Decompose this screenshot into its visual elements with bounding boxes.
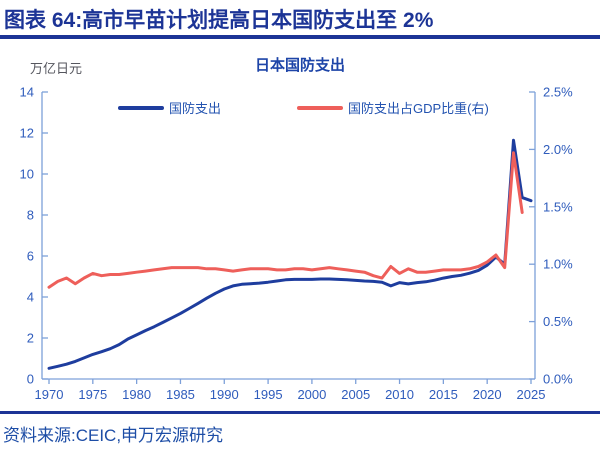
y-left-tick-label: 0 — [27, 372, 34, 387]
title-underline-rule — [0, 35, 600, 39]
source-text: 资料来源:CEIC,申万宏源研究 — [3, 426, 224, 445]
x-tick-label: 1970 — [35, 387, 64, 402]
x-tick-label: 1985 — [166, 387, 195, 402]
series-line-gdp-share — [47, 151, 524, 289]
figure-title: 图表 64:高市早苗计划提高日本国防支出至 2% — [4, 9, 434, 32]
chart-region: 万亿日元 日本国防支出 国防支出 国防支出占GDP比重(右) 0 2 4 6 8 10 12… — [0, 45, 600, 405]
x-tick-label: 2020 — [473, 387, 502, 402]
y-right-tick-label: 2.5% — [543, 85, 573, 100]
legend-item-gdp-share: 国防支出占GDP比重(右) — [297, 98, 489, 117]
x-tick-label: 1990 — [210, 387, 239, 402]
y-left-tick-label: 8 — [27, 208, 34, 223]
x-tick-label: 2015 — [429, 387, 458, 402]
y-left-tick-label: 2 — [27, 331, 34, 346]
y-right-tick-label: 1.5% — [543, 199, 573, 214]
x-tick-label: 1975 — [78, 387, 107, 402]
x-tick-label: 2000 — [297, 387, 326, 402]
y-left-tick-label: 10 — [20, 167, 34, 182]
left-axis-unit-label: 万亿日元 — [30, 61, 83, 76]
legend-label: 国防支出 — [169, 101, 222, 116]
y-left-tick-label: 12 — [20, 126, 34, 141]
chart-title: 日本国防支出 — [254, 57, 345, 74]
chart-legend: 国防支出 国防支出占GDP比重(右) — [118, 98, 489, 117]
y-right-tick-label: 0.0% — [543, 372, 573, 387]
legend-item-defense-spending: 国防支出 — [118, 98, 221, 117]
x-tick-label: 1995 — [254, 387, 283, 402]
chart-svg: 0 2 4 6 8 10 12 14 0.0% 0.5% 1.0% 1.5% 2.0% 2.5% 1970 1… — [20, 85, 574, 403]
source-divider-rule — [0, 411, 600, 414]
y-right-tick-label: 1.0% — [543, 257, 573, 272]
y-right-tick-label: 2.0% — [543, 142, 573, 157]
y-left-tick-label: 6 — [27, 249, 34, 264]
x-tick-label: 2025 — [517, 387, 546, 402]
y-left-tick-label: 4 — [27, 290, 34, 305]
y-left-tick-label: 14 — [20, 85, 34, 100]
series-line-defense-spending — [47, 138, 533, 370]
y-right-tick-label: 0.5% — [543, 314, 573, 329]
x-tick-label: 2010 — [385, 387, 414, 402]
x-tick-label: 1980 — [122, 387, 151, 402]
blue-line-swatch-icon — [118, 105, 164, 110]
legend-label: 国防支出占GDP比重(右) — [348, 101, 489, 116]
x-tick-label: 2005 — [341, 387, 370, 402]
red-line-swatch-icon — [297, 105, 344, 110]
